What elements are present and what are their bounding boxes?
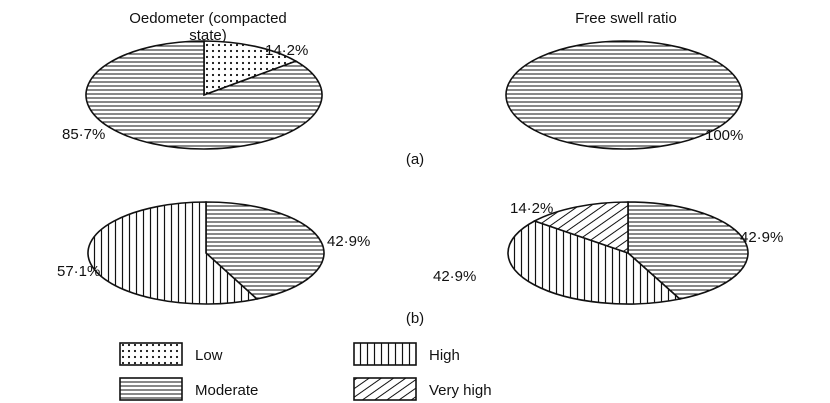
panel-label-b: (b): [406, 310, 424, 327]
pie-slice-moderate: [627, 201, 749, 300]
pie-oedometer-b: 42·9% 57·1%: [57, 201, 370, 305]
pie-slice-high: [87, 201, 259, 305]
legend-label-high: High: [429, 347, 460, 364]
slice-label: 42·9%: [433, 268, 476, 285]
slice-label: 85·7%: [62, 126, 105, 143]
slice-label: 57·1%: [57, 263, 100, 280]
legend-swatch-low: [119, 342, 183, 366]
panel-label-a: (a): [406, 151, 424, 168]
column-title-left-line2: state): [189, 27, 227, 44]
pie-free-swell-b: 42·9% 42·9% 14·2%: [433, 200, 783, 305]
pie-slice-very-high: [532, 201, 629, 255]
pie-free-swell-a: 100%: [505, 40, 743, 150]
pie-slice-high: [507, 220, 682, 305]
legend-label-very-high: Very high: [429, 382, 492, 399]
column-title-right: Free swell ratio: [575, 10, 677, 27]
legend-swatch-very-high: [353, 377, 417, 401]
pie-slice-low: [203, 40, 298, 97]
slice-label: 14·2%: [510, 200, 553, 217]
legend: Low High Moderate Very high: [119, 342, 492, 401]
column-title-left-line1: Oedometer (compacted: [129, 10, 287, 27]
pie-slice-moderate: [505, 40, 743, 150]
pie-oedometer-a: 14·2% 85·7%: [62, 40, 323, 150]
slice-label: 100%: [705, 127, 743, 144]
slice-label: 42·9%: [740, 229, 783, 246]
pie-slice-moderate: [205, 201, 325, 300]
legend-label-low: Low: [195, 347, 223, 364]
legend-swatch-moderate: [119, 377, 183, 401]
pie-slice-moderate: [85, 40, 323, 150]
slice-label: 14·2%: [265, 42, 308, 59]
slice-label: 42·9%: [327, 233, 370, 250]
legend-label-moderate: Moderate: [195, 382, 258, 399]
legend-swatch-high: [353, 342, 417, 366]
